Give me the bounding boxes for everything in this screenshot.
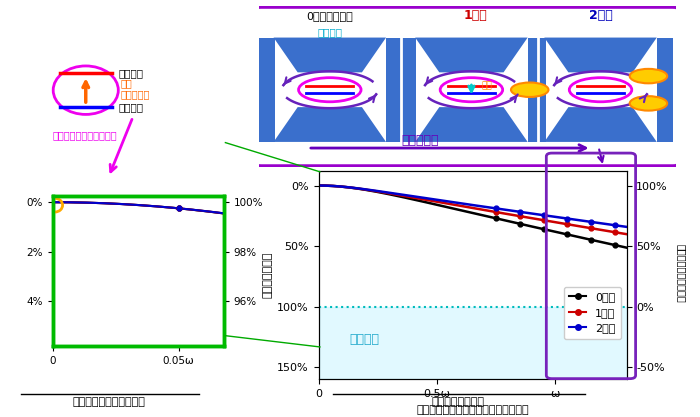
X-axis label: 結合エネルギー（相互作用の大きさ）: 結合エネルギー（相互作用の大きさ） [416, 405, 528, 415]
Polygon shape [545, 107, 657, 142]
Text: 遷移
エネルギー: 遷移 エネルギー [120, 78, 150, 99]
Text: 相互作用大: 相互作用大 [401, 134, 439, 147]
Circle shape [511, 83, 549, 97]
Text: 反転領域: 反転領域 [349, 333, 379, 346]
Text: 今回観測した範囲: 今回観測した範囲 [432, 397, 485, 407]
Text: 光子: 光子 [482, 81, 493, 90]
Polygon shape [545, 38, 657, 72]
Circle shape [630, 96, 667, 111]
Circle shape [630, 69, 667, 83]
Bar [400, 38, 416, 142]
Bar [530, 38, 545, 142]
FancyBboxPatch shape [255, 7, 679, 166]
Text: 0光子（真空）: 0光子（真空） [307, 11, 354, 21]
Text: （相互作用ゼロの）原子: （相互作用ゼロの）原子 [52, 131, 117, 141]
Bar [528, 38, 543, 142]
Legend: 0光子, 1光子, 2光子: 0光子, 1光子, 2光子 [564, 286, 621, 339]
Bar [318, 307, 626, 379]
Circle shape [299, 78, 361, 102]
Text: 1光子: 1光子 [463, 9, 487, 22]
Bar [386, 38, 402, 142]
Text: 基底状態: 基底状態 [118, 103, 144, 112]
Text: 2光子: 2光子 [589, 9, 612, 22]
Text: 原子の遷移エネルギー: 原子の遷移エネルギー [676, 244, 686, 302]
Text: 共振回路: 共振回路 [317, 27, 342, 37]
Bar [259, 38, 275, 142]
Polygon shape [415, 38, 528, 72]
Bar [657, 38, 673, 142]
Text: 励起状態: 励起状態 [118, 68, 144, 78]
Polygon shape [415, 107, 528, 142]
Circle shape [440, 78, 503, 102]
Polygon shape [274, 38, 386, 72]
Circle shape [569, 78, 632, 102]
Y-axis label: 原子の光シフト: 原子の光シフト [263, 252, 273, 299]
Text: 従来観測されていた範囲: 従来観測されていた範囲 [72, 397, 145, 407]
Polygon shape [274, 107, 386, 142]
